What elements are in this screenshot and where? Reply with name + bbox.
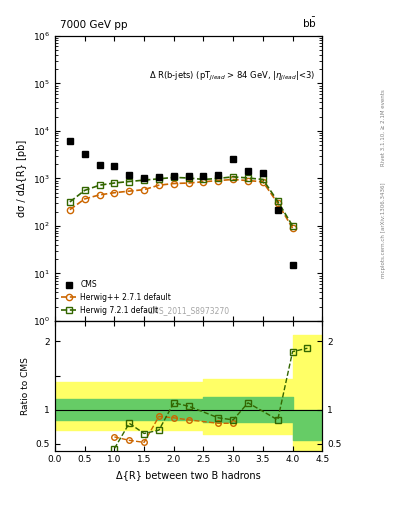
Herwig++ 2.7.1 default (142, 186, 147, 193)
Herwig++ 2.7.1 default (68, 206, 72, 212)
CMS (127, 172, 132, 178)
Herwig++ 2.7.1 default (261, 179, 265, 185)
Herwig 7.2.1 default (186, 175, 191, 181)
Herwig++ 2.7.1 default (97, 192, 102, 198)
Herwig 7.2.1 default (246, 175, 250, 181)
CMS (142, 175, 147, 181)
Herwig++ 2.7.1 default (127, 188, 132, 194)
Herwig 7.2.1 default (231, 174, 235, 180)
CMS (201, 173, 206, 179)
CMS (83, 152, 87, 158)
Herwig++ 2.7.1 default (290, 225, 295, 231)
X-axis label: Δ{R} between two B hadrons: Δ{R} between two B hadrons (116, 470, 261, 480)
Herwig 7.2.1 default (156, 176, 161, 182)
Herwig++ 2.7.1 default (171, 180, 176, 186)
Line: Herwig 7.2.1 default: Herwig 7.2.1 default (67, 174, 296, 229)
Herwig 7.2.1 default (127, 179, 132, 185)
Herwig++ 2.7.1 default (216, 178, 221, 184)
Herwig 7.2.1 default (290, 223, 295, 229)
Text: CMS_2011_S8973270: CMS_2011_S8973270 (148, 306, 230, 315)
Herwig++ 2.7.1 default (231, 177, 235, 183)
CMS (156, 174, 161, 180)
Herwig 7.2.1 default (112, 180, 117, 186)
Herwig++ 2.7.1 default (83, 196, 87, 202)
Herwig++ 2.7.1 default (156, 182, 161, 188)
Herwig++ 2.7.1 default (186, 180, 191, 186)
Herwig 7.2.1 default (142, 177, 147, 183)
Text: 7000 GeV pp: 7000 GeV pp (61, 20, 128, 30)
CMS (275, 206, 280, 212)
Herwig++ 2.7.1 default (246, 178, 250, 184)
Herwig 7.2.1 default (216, 175, 221, 181)
CMS (186, 174, 191, 180)
Herwig++ 2.7.1 default (201, 179, 206, 185)
Herwig 7.2.1 default (275, 198, 280, 204)
CMS (246, 168, 250, 175)
CMS (112, 163, 117, 169)
Line: Herwig++ 2.7.1 default: Herwig++ 2.7.1 default (67, 176, 296, 231)
Line: CMS: CMS (66, 137, 296, 269)
Y-axis label: dσ / dΔ{R} [pb]: dσ / dΔ{R} [pb] (17, 140, 28, 217)
Herwig 7.2.1 default (201, 177, 206, 183)
Herwig 7.2.1 default (83, 187, 87, 194)
CMS (97, 162, 102, 168)
CMS (231, 156, 235, 162)
Text: Rivet 3.1.10, ≥ 2.1M events: Rivet 3.1.10, ≥ 2.1M events (381, 90, 386, 166)
Text: b$\bar{\rm b}$: b$\bar{\rm b}$ (302, 16, 317, 30)
Y-axis label: Ratio to CMS: Ratio to CMS (21, 357, 30, 415)
Herwig 7.2.1 default (97, 182, 102, 188)
Legend: CMS, Herwig++ 2.7.1 default, Herwig 7.2.1 default: CMS, Herwig++ 2.7.1 default, Herwig 7.2.… (59, 278, 173, 317)
Herwig 7.2.1 default (68, 199, 72, 205)
CMS (171, 174, 176, 180)
CMS (290, 262, 295, 268)
Text: mcplots.cern.ch [arXiv:1306.3436]: mcplots.cern.ch [arXiv:1306.3436] (381, 183, 386, 278)
CMS (216, 172, 221, 178)
CMS (68, 138, 72, 144)
Herwig++ 2.7.1 default (112, 189, 117, 196)
Text: $\Delta$ R(b-jets) (pT$_{Jlead}$ > 84 GeV, $|\eta_{Jlead}|$<3): $\Delta$ R(b-jets) (pT$_{Jlead}$ > 84 Ge… (149, 70, 314, 83)
Herwig++ 2.7.1 default (275, 200, 280, 206)
Herwig 7.2.1 default (261, 177, 265, 183)
CMS (261, 170, 265, 176)
Herwig 7.2.1 default (171, 174, 176, 180)
